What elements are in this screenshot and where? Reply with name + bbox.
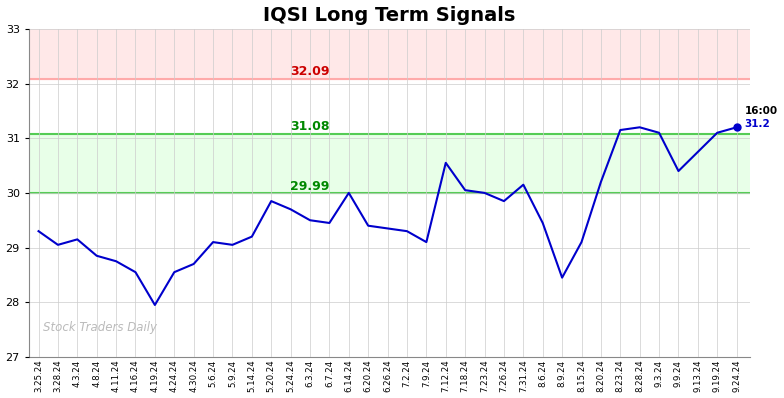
- Title: IQSI Long Term Signals: IQSI Long Term Signals: [263, 6, 516, 25]
- Text: 32.09: 32.09: [290, 65, 330, 78]
- Text: 31.08: 31.08: [290, 120, 330, 133]
- Text: 29.99: 29.99: [290, 179, 330, 193]
- Bar: [29, 134, 750, 193]
- Text: 16:00: 16:00: [744, 105, 778, 116]
- Text: 31.2: 31.2: [744, 119, 770, 129]
- Text: Stock Traders Daily: Stock Traders Daily: [43, 321, 158, 334]
- Bar: [29, 29, 750, 79]
